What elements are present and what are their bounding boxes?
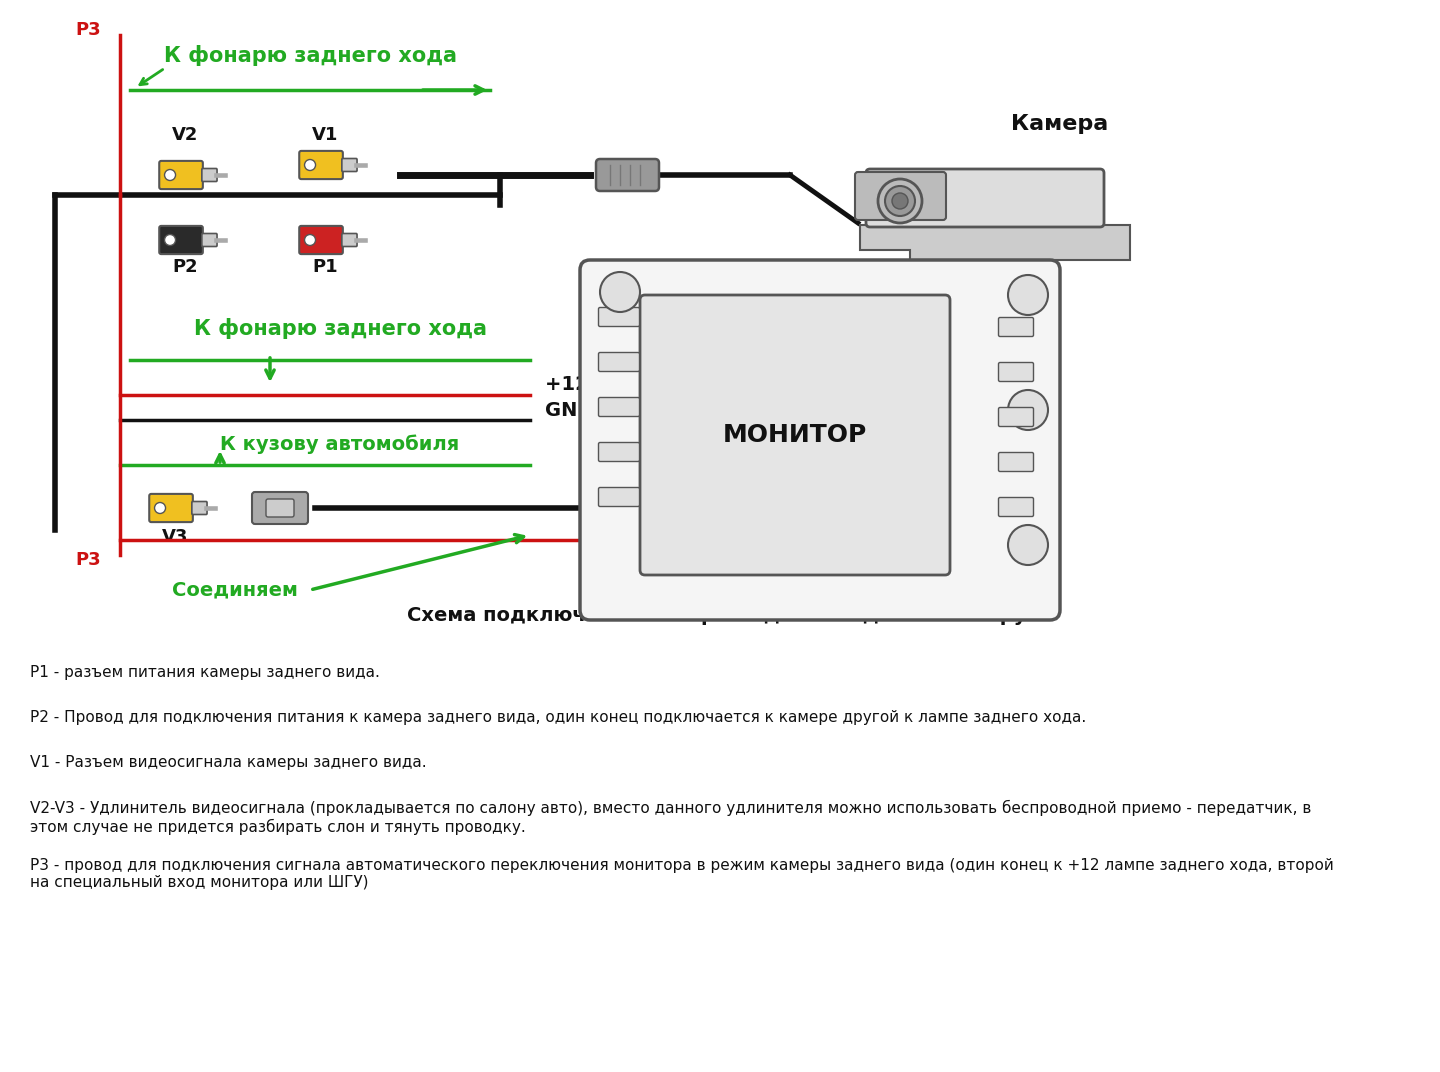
FancyBboxPatch shape	[596, 159, 660, 191]
FancyBboxPatch shape	[300, 151, 343, 179]
Text: Р2: Р2	[173, 258, 197, 276]
FancyBboxPatch shape	[855, 172, 946, 220]
FancyBboxPatch shape	[998, 407, 1034, 427]
Text: V3: V3	[161, 528, 189, 546]
FancyBboxPatch shape	[580, 260, 1060, 620]
Text: К кузову автомобиля: К кузову автомобиля	[220, 434, 459, 455]
FancyBboxPatch shape	[266, 498, 294, 517]
Circle shape	[891, 193, 909, 209]
Text: +12 В: +12 В	[544, 375, 611, 394]
FancyBboxPatch shape	[998, 362, 1034, 382]
Circle shape	[1008, 525, 1048, 565]
FancyBboxPatch shape	[160, 161, 203, 189]
Circle shape	[886, 187, 914, 215]
FancyBboxPatch shape	[599, 353, 639, 372]
FancyBboxPatch shape	[599, 488, 639, 506]
FancyBboxPatch shape	[639, 295, 950, 575]
Circle shape	[878, 179, 922, 223]
Text: GND: GND	[544, 401, 593, 420]
FancyBboxPatch shape	[300, 226, 343, 254]
Text: МОНИТОР: МОНИТОР	[723, 423, 867, 447]
Text: Соединяем: Соединяем	[171, 580, 298, 599]
Text: Р2 - Провод для подключения питания к камера заднего вида, один конец подключает: Р2 - Провод для подключения питания к ка…	[30, 710, 1086, 725]
FancyBboxPatch shape	[998, 317, 1034, 337]
Text: Р3: Р3	[75, 551, 101, 569]
Text: Р3 - провод для подключения сигнала автоматического переключения монитора в режи: Р3 - провод для подключения сигнала авто…	[30, 858, 1333, 891]
FancyBboxPatch shape	[192, 502, 207, 515]
Text: V1 - Разъем видеосигнала камеры заднего вида.: V1 - Разъем видеосигнала камеры заднего …	[30, 755, 426, 770]
FancyBboxPatch shape	[202, 168, 217, 181]
FancyBboxPatch shape	[599, 443, 639, 462]
FancyBboxPatch shape	[252, 492, 308, 524]
Circle shape	[304, 160, 315, 170]
FancyBboxPatch shape	[160, 226, 203, 254]
Text: V1: V1	[312, 126, 338, 144]
Text: Камера: Камера	[1011, 114, 1109, 134]
Circle shape	[1008, 390, 1048, 430]
FancyBboxPatch shape	[865, 169, 1104, 227]
Circle shape	[164, 235, 176, 245]
FancyBboxPatch shape	[341, 159, 357, 172]
Circle shape	[304, 235, 315, 245]
Circle shape	[1008, 276, 1048, 315]
FancyBboxPatch shape	[599, 398, 639, 417]
Text: К фонарю заднего хода: К фонарю заднего хода	[164, 45, 456, 65]
Polygon shape	[860, 225, 1130, 260]
FancyBboxPatch shape	[998, 497, 1034, 517]
FancyBboxPatch shape	[150, 494, 193, 522]
Text: Р3: Р3	[75, 21, 101, 39]
Text: Р1: Р1	[312, 258, 338, 276]
Text: V2-V3 - Удлинитель видеосигнала (прокладывается по салону авто), вместо данного : V2-V3 - Удлинитель видеосигнала (проклад…	[30, 800, 1312, 835]
Circle shape	[154, 503, 166, 513]
Circle shape	[164, 169, 176, 180]
Circle shape	[600, 272, 639, 312]
Text: V2: V2	[171, 126, 199, 144]
FancyBboxPatch shape	[599, 308, 639, 327]
FancyBboxPatch shape	[341, 234, 357, 247]
Text: Р1 - разъем питания камеры заднего вида.: Р1 - разъем питания камеры заднего вида.	[30, 665, 380, 680]
Text: Схема подключения камеры заднего вида к монитору.: Схема подключения камеры заднего вида к …	[406, 606, 1034, 625]
FancyBboxPatch shape	[998, 452, 1034, 472]
Text: К фонарю заднего хода: К фонарю заднего хода	[193, 318, 487, 339]
FancyBboxPatch shape	[202, 234, 217, 247]
